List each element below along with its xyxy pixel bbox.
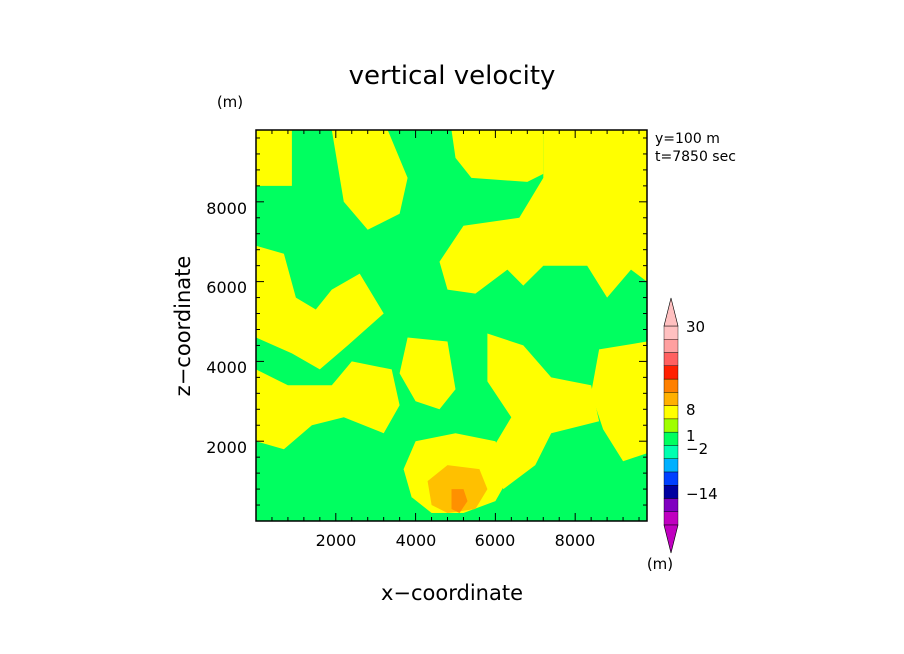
contour-region-0 — [256, 130, 292, 186]
y-tick-label-8000: 8000 — [206, 199, 247, 218]
contour-region-4 — [256, 245, 384, 370]
colorbar-segment-11 — [663, 365, 679, 380]
colorbar-label-minus-14: −14 — [686, 485, 718, 503]
colorbar-min-arrow — [663, 524, 679, 554]
colorbar-label-30: 30 — [686, 318, 705, 336]
contour-region-2 — [451, 130, 544, 182]
contour-region-8 — [591, 341, 647, 462]
annotation-t: t=7850 sec — [655, 149, 736, 165]
colorbar-max-arrow — [663, 297, 679, 327]
y-tick-label-6000: 6000 — [206, 278, 247, 297]
colorbar-segment-5 — [663, 445, 679, 459]
x-tick-label-4000: 4000 — [396, 531, 437, 550]
colorbar-label-minus-2: −2 — [686, 440, 708, 458]
x-tick-label-8000: 8000 — [555, 531, 596, 550]
y-unit-label: (m) — [217, 93, 243, 111]
contour-region-10 — [427, 465, 488, 513]
contour-region-7 — [487, 333, 600, 490]
colorbar-segment-9 — [663, 392, 679, 406]
plot-frame — [255, 129, 648, 522]
x-tick-label-6000: 6000 — [475, 531, 516, 550]
colorbar-segment-6 — [663, 431, 679, 446]
chart-title: vertical velocity — [349, 61, 556, 91]
y-axis-label: z−coordinate — [171, 256, 195, 397]
colorbar-label-8: 8 — [686, 401, 696, 419]
colorbar-unit: (m) — [647, 555, 673, 573]
colorbar-segment-1 — [663, 498, 679, 512]
annotation-y: y=100 m — [655, 131, 720, 147]
colorbar-segment-3 — [663, 471, 679, 486]
colorbar-segment-8 — [663, 405, 679, 420]
colorbar-segment-4 — [663, 458, 679, 473]
colorbar — [663, 297, 679, 554]
colorbar-segment-10 — [663, 378, 679, 393]
contour-region-6 — [399, 337, 456, 410]
colorbar-segment-13 — [663, 339, 679, 353]
contour-region-5 — [256, 361, 400, 450]
x-tick-label-2000: 2000 — [316, 531, 357, 550]
colorbar-label-1: 1 — [686, 427, 696, 445]
colorbar-segment-0 — [663, 511, 679, 526]
y-tick-label-4000: 4000 — [206, 358, 247, 377]
y-tick-label-2000: 2000 — [206, 438, 247, 457]
contour-field — [256, 130, 647, 521]
colorbar-segment-2 — [663, 485, 679, 499]
contour-region-11 — [451, 489, 468, 513]
colorbar-segment-7 — [663, 418, 679, 433]
axis-ticks — [256, 130, 647, 521]
contour-region-3 — [439, 130, 647, 298]
colorbar-segment-12 — [663, 352, 679, 366]
x-axis-label: x−coordinate — [381, 581, 523, 605]
colorbar-segment-14 — [663, 325, 679, 340]
contour-region-1 — [331, 130, 408, 230]
